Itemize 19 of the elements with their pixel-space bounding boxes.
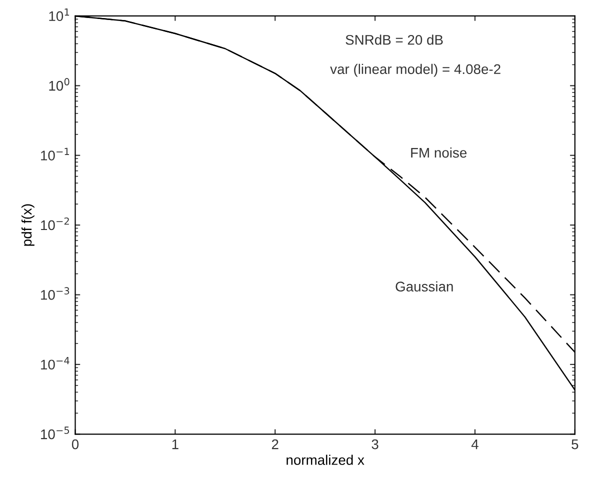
y-tick-label: 10$^{−3}$: [41, 287, 70, 300]
annotation: FM noise: [411, 147, 467, 158]
x-tick-label: 3: [372, 439, 378, 450]
x-tick-label: 5: [572, 440, 578, 450]
annotation: SNRdB = 20 dB: [346, 34, 443, 45]
y-tick-label: 10$^{1}$: [49, 8, 70, 22]
y-tick-label: 10$^{−5}$: [41, 426, 70, 440]
y-tick-label: 10$^{0}$: [49, 78, 70, 91]
y-tick-label: 10$^{−2}$: [41, 217, 69, 230]
y-axis-title: pdf f(x): [21, 204, 34, 246]
x-tick-label: 2: [272, 439, 278, 450]
x-tick-label: 1: [172, 440, 178, 450]
annotation: var (linear model) = 4.08e-2: [330, 64, 500, 77]
x-axis-title: normalized x: [286, 454, 364, 465]
annotation: Gaussian: [396, 281, 453, 292]
y-tick-label: 10$^{−4}$: [41, 356, 70, 370]
x-tick-label: 4: [471, 440, 478, 450]
x-tick-label: 0: [72, 439, 79, 450]
y-tick-label: 10$^{−1}$: [41, 148, 69, 160]
